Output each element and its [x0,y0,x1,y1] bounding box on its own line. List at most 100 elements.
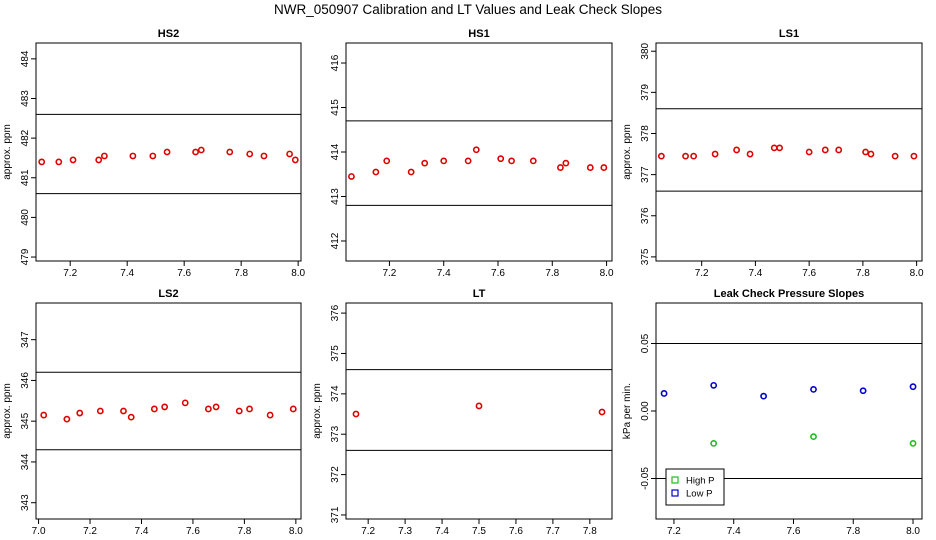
data-point [291,156,299,164]
x-tick-label: 7.2 [382,268,396,279]
data-point [289,405,297,413]
data-point [407,168,415,176]
legend-label: Low P [686,489,712,500]
y-tick-label: 483 [20,90,31,107]
y-tick-label: 374 [330,385,341,402]
x-tick-label: 7.6 [787,526,801,537]
y-tick-label: 0.00 [640,401,651,421]
data-point [226,148,234,156]
data-point [475,402,483,410]
y-tick-label: 415 [330,99,341,116]
data-point [421,159,429,167]
y-tick-label: 372 [330,466,341,483]
y-tick-label: 346 [20,372,31,389]
data-point [95,156,103,164]
data-point [600,164,608,171]
x-tick-label: 7.8 [846,526,860,537]
data-point [149,152,157,160]
data-point [805,148,813,156]
figure-title: NWR_050907 Calibration and LT Values and… [274,2,662,17]
x-tick-label: 7.4 [435,526,449,537]
x-tick-label: 7.6 [802,268,816,279]
x-tick-label: 7.6 [177,268,191,279]
data-point [660,390,668,397]
panel-hs1: HS1 7.2 7.4 7.6 7.8 8.0 412 413 414 415 416 [330,28,614,279]
y-tick-label: 345 [20,412,31,429]
data-point [776,144,783,152]
x-tick-label: 8.0 [289,526,303,537]
x-tick-label: 7.8 [234,268,248,279]
series-0 [710,433,917,447]
x-tick-label: 7.4 [727,526,741,537]
data-point [690,152,698,160]
data-point [181,399,189,407]
data-point [910,152,918,160]
y-tick-label: 347 [20,331,31,348]
data-point [909,383,917,391]
y-tick-label: -0.05 [640,467,651,490]
y-tick-label: 479 [20,248,31,265]
data-point [562,159,570,167]
x-tick-label: 7.2 [667,526,681,537]
data-point [440,157,448,165]
data-point [197,146,205,154]
data-point [657,152,665,160]
data-point [586,164,594,171]
y-tick-label: 376 [640,207,651,224]
plot-frame [345,42,613,262]
data-point [260,152,268,160]
plot-frame [35,42,302,262]
x-tick-label: 7.2 [63,268,77,279]
data-point [821,146,829,154]
data-point [909,439,917,447]
data-point [372,168,380,176]
data-point [508,157,515,165]
y-tick-label: 0.05 [640,333,651,353]
data-point [100,152,108,160]
data-point [383,157,391,165]
x-tick-label: 7.6 [491,268,505,279]
y-tick-label: 484 [20,50,31,67]
panel-ls2: LS2 approx. ppm 7.0 7.2 7.4 7.6 7.8 8.0 343 344 34… [2,288,303,537]
y-tick-label: 380 [640,42,651,59]
data-point [352,410,360,418]
series-0 [348,146,608,180]
x-tick-label: 7.4 [120,268,134,279]
y-tick-label: 371 [330,506,341,523]
data-point [38,158,46,166]
x-tick-label: 7.4 [748,268,762,279]
data-point [810,385,817,393]
panel-title: HS1 [468,28,489,40]
y-tick-label: 378 [640,125,651,142]
panel-leak: Leak Check Pressure Slopes kPa per min. 7.… [622,288,923,537]
data-point [348,173,355,180]
x-tick-label: 7.6 [509,526,523,537]
y-tick-label: 375 [330,345,341,362]
data-point [810,433,817,441]
panels: HS2 approx. ppm 7.2 7.4 7.6 7.8 8.0 479 480 481 48… [2,28,924,537]
x-tick-label: 7.8 [583,526,597,537]
data-point [129,152,137,160]
panel-title: LS1 [779,28,799,40]
panel-lt: LT approx. ppm 7.2 7.3 7.4 7.5 7.6 7.7 7.8 371 372… [312,288,613,537]
data-point [711,150,719,158]
data-point [733,146,741,154]
legend-swatch [671,489,679,497]
panel-title: LT [473,288,486,300]
data-point [266,411,274,419]
data-point [867,150,875,158]
legend-box [665,468,725,506]
x-tick-label: 8.0 [291,268,305,279]
y-tick-label: 481 [20,169,31,186]
data-point [76,409,84,417]
data-point [286,150,294,158]
x-tick-label: 7.8 [237,526,251,537]
data-point [891,152,899,160]
series-1 [660,381,917,400]
data-point [127,413,135,421]
x-tick-label: 7.4 [437,268,451,279]
y-tick-label: 373 [330,425,341,442]
x-tick-label: 7.2 [83,526,97,537]
data-point [859,387,867,395]
